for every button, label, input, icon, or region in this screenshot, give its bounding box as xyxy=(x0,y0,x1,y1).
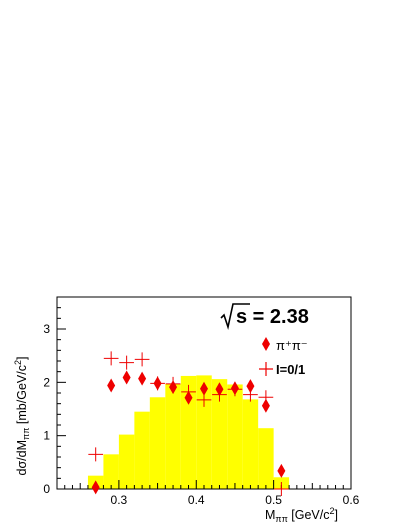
histogram-bar xyxy=(258,428,274,489)
markers-layer xyxy=(88,351,289,496)
data-point-isospin xyxy=(165,376,181,391)
data-point-pipi xyxy=(107,378,116,393)
sqrt-symbol xyxy=(220,303,250,331)
legend-label-isospin: I=0/1 xyxy=(276,362,305,377)
data-point-isospin xyxy=(274,482,289,496)
histogram-layer xyxy=(87,375,290,489)
data-point-isospin xyxy=(227,382,243,397)
legend-cross-icon xyxy=(259,362,273,376)
histogram-bar xyxy=(196,375,212,489)
legend: π⁺π⁻ I=0/1 xyxy=(259,337,308,377)
energy-label: s = 2.38 xyxy=(236,306,309,328)
data-point-pipi xyxy=(261,398,270,413)
data-point-pipi xyxy=(246,379,255,394)
data-point-isospin xyxy=(181,384,196,399)
data-point-isospin xyxy=(243,387,258,402)
data-point-isospin xyxy=(196,392,212,407)
data-point-isospin xyxy=(212,387,227,402)
y-tick-label: 3 xyxy=(43,322,50,336)
data-point-isospin xyxy=(119,355,134,370)
data-point-isospin xyxy=(150,376,165,391)
data-point-pipi xyxy=(122,370,131,385)
histogram-bar xyxy=(165,383,181,489)
histogram-bar xyxy=(103,454,119,489)
data-point-pipi xyxy=(200,381,208,396)
energy-annotation: s = 2.38 xyxy=(220,303,309,331)
x-tick-label: 0.3 xyxy=(111,493,128,507)
data-point-isospin xyxy=(258,390,274,405)
legend-diamond-icon xyxy=(262,337,270,351)
y-axis-label: dσ/dMππ [mb/GeV/c2] xyxy=(13,357,31,476)
x-tick-label: 0.4 xyxy=(188,493,205,507)
y-tick-label: 1 xyxy=(43,429,50,443)
data-point-isospin xyxy=(134,352,150,367)
histogram-bar xyxy=(149,397,166,489)
histogram-bar xyxy=(242,399,259,489)
legend-label-pipi: π⁺π⁻ xyxy=(276,338,308,353)
histogram-bar xyxy=(227,384,243,489)
histogram-bar xyxy=(180,375,197,489)
data-point-pipi xyxy=(91,480,100,495)
histogram-bar xyxy=(211,379,228,489)
histogram-bar xyxy=(118,434,135,489)
data-point-isospin xyxy=(88,447,104,462)
x-tick-label: 0.6 xyxy=(343,493,360,507)
x-axis-label: Mππ [GeV/c2] xyxy=(265,506,338,524)
y-tick-label: 0 xyxy=(43,482,50,496)
x-tick-label: 0.5 xyxy=(265,493,282,507)
data-point-isospin xyxy=(103,351,119,366)
y-tick-label: 2 xyxy=(43,375,50,389)
data-point-pipi xyxy=(277,463,286,478)
axes: 0.3 0.4 0.5 0.6 0 1 2 3 xyxy=(43,296,360,507)
data-point-pipi xyxy=(138,371,147,386)
histogram-bar xyxy=(134,411,150,489)
